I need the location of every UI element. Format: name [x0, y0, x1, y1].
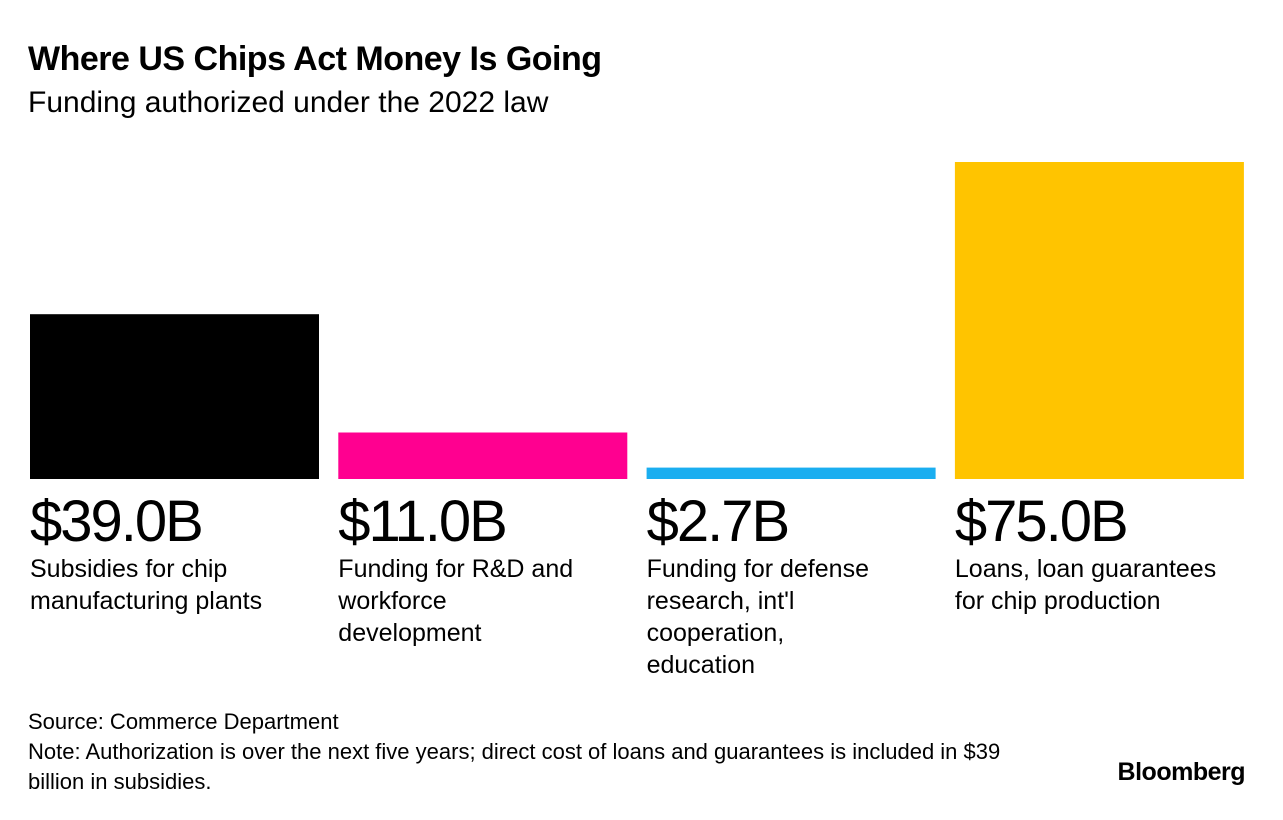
bar-1 — [30, 314, 319, 479]
bar-value-label: $75.0B — [955, 489, 1127, 554]
bar-category-label: manufacturing plants — [30, 587, 262, 615]
chart-subtitle: Funding authorized under the 2022 law — [28, 86, 549, 119]
bar-value-label: $2.7B — [647, 489, 789, 554]
bar-2 — [338, 432, 628, 479]
bar-category-label: development — [338, 619, 481, 647]
bar-category-label: education — [647, 651, 755, 679]
bar-category-label: Funding for defense — [647, 555, 869, 583]
bar-category-label: research, int'l — [647, 587, 795, 615]
source-note: Source: Commerce Department — [28, 709, 339, 734]
bar-value-label: $11.0B — [338, 489, 506, 554]
bar-category-label: cooperation, — [647, 619, 785, 647]
bar-category-label: Loans, loan guarantees — [955, 555, 1216, 583]
methodology-note: Note: Authorization is over the next fiv… — [28, 739, 1001, 794]
chart-title: Where US Chips Act Money Is Going — [28, 40, 602, 78]
bar-4 — [954, 162, 1244, 479]
bar-category-label: Funding for R&D and — [338, 555, 573, 583]
bar-category-label: Subsidies for chip — [30, 555, 227, 583]
bloomberg-logo: Bloomberg — [1117, 758, 1246, 786]
bar-category-label: workforce — [337, 587, 446, 615]
bar-category-label: for chip production — [955, 587, 1161, 615]
bar-value-label: $39.0B — [30, 489, 202, 554]
bar-3 — [646, 467, 936, 479]
chart-footer: Source: Commerce Department Note: Author… — [28, 707, 1028, 797]
